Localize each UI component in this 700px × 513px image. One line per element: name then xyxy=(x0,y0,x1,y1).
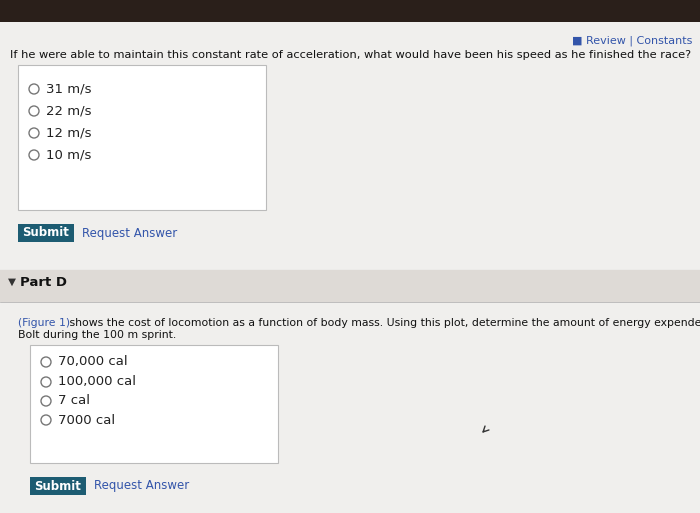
Text: Submit: Submit xyxy=(22,227,69,240)
Text: Bolt during the 100 m sprint.: Bolt during the 100 m sprint. xyxy=(18,330,176,340)
FancyBboxPatch shape xyxy=(0,22,700,270)
Text: 7 cal: 7 cal xyxy=(58,394,90,407)
Text: Request Answer: Request Answer xyxy=(94,480,189,492)
FancyBboxPatch shape xyxy=(18,224,74,242)
Text: shows the cost of locomotion as a function of body mass. Using this plot, determ: shows the cost of locomotion as a functi… xyxy=(66,318,700,328)
FancyBboxPatch shape xyxy=(0,302,700,513)
Text: 70,000 cal: 70,000 cal xyxy=(58,356,127,368)
Text: Submit: Submit xyxy=(34,480,81,492)
Text: If he were able to maintain this constant rate of acceleration, what would have : If he were able to maintain this constan… xyxy=(10,50,691,60)
FancyBboxPatch shape xyxy=(18,65,266,210)
Text: ▼: ▼ xyxy=(8,277,16,287)
Text: Request Answer: Request Answer xyxy=(82,227,177,240)
FancyBboxPatch shape xyxy=(0,270,700,302)
Text: Part D: Part D xyxy=(20,275,67,288)
Text: (Figure 1): (Figure 1) xyxy=(18,318,70,328)
FancyBboxPatch shape xyxy=(30,477,86,495)
FancyBboxPatch shape xyxy=(30,345,278,463)
FancyBboxPatch shape xyxy=(0,270,700,513)
Text: 22 m/s: 22 m/s xyxy=(46,105,92,117)
Text: ■ Review | Constants: ■ Review | Constants xyxy=(572,35,692,46)
Text: 12 m/s: 12 m/s xyxy=(46,127,92,140)
Text: 10 m/s: 10 m/s xyxy=(46,148,92,162)
Text: 31 m/s: 31 m/s xyxy=(46,83,92,95)
FancyBboxPatch shape xyxy=(0,0,700,22)
Text: 100,000 cal: 100,000 cal xyxy=(58,376,136,388)
Text: 7000 cal: 7000 cal xyxy=(58,413,115,426)
